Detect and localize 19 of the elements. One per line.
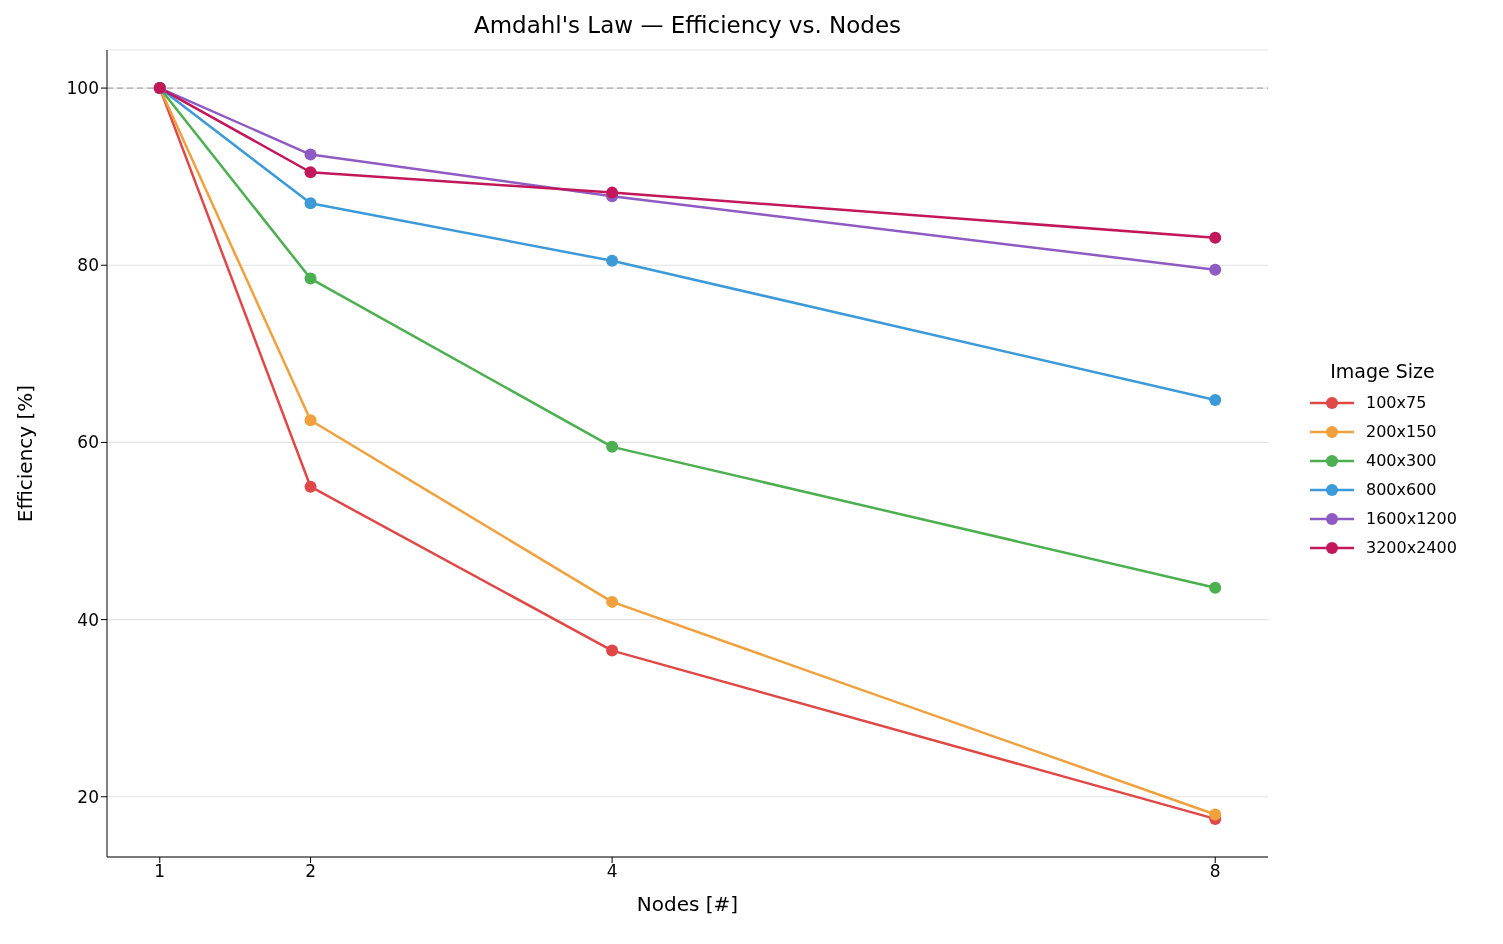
y-tick-label: 80 bbox=[77, 255, 99, 276]
y-axis-title: Efficiency [%] bbox=[13, 384, 38, 523]
legend-title: Image Size bbox=[1329, 360, 1436, 382]
legend-label: 800x600 bbox=[1366, 480, 1437, 499]
x-tick-label: 8 bbox=[1209, 861, 1221, 882]
x-tick-label: 1 bbox=[154, 861, 166, 882]
legend-label: 1600x1200 bbox=[1366, 509, 1457, 528]
legend-label: 100x75 bbox=[1366, 393, 1427, 412]
x-tick-label: 2 bbox=[305, 861, 316, 882]
y-tick-label: 60 bbox=[77, 432, 99, 453]
y-tick-label: 20 bbox=[77, 786, 99, 807]
x-tick-label: 4 bbox=[606, 861, 618, 882]
legend-label: 200x150 bbox=[1366, 422, 1437, 441]
chart-title: Amdahl's Law — Efficiency vs. Nodes bbox=[472, 12, 903, 38]
y-tick-label: 100 bbox=[66, 78, 99, 99]
x-axis-title: Nodes [#] bbox=[636, 892, 739, 916]
legend-label: 400x300 bbox=[1366, 451, 1437, 470]
y-tick-label: 40 bbox=[77, 609, 99, 630]
legend-label: 3200x2400 bbox=[1366, 538, 1457, 557]
